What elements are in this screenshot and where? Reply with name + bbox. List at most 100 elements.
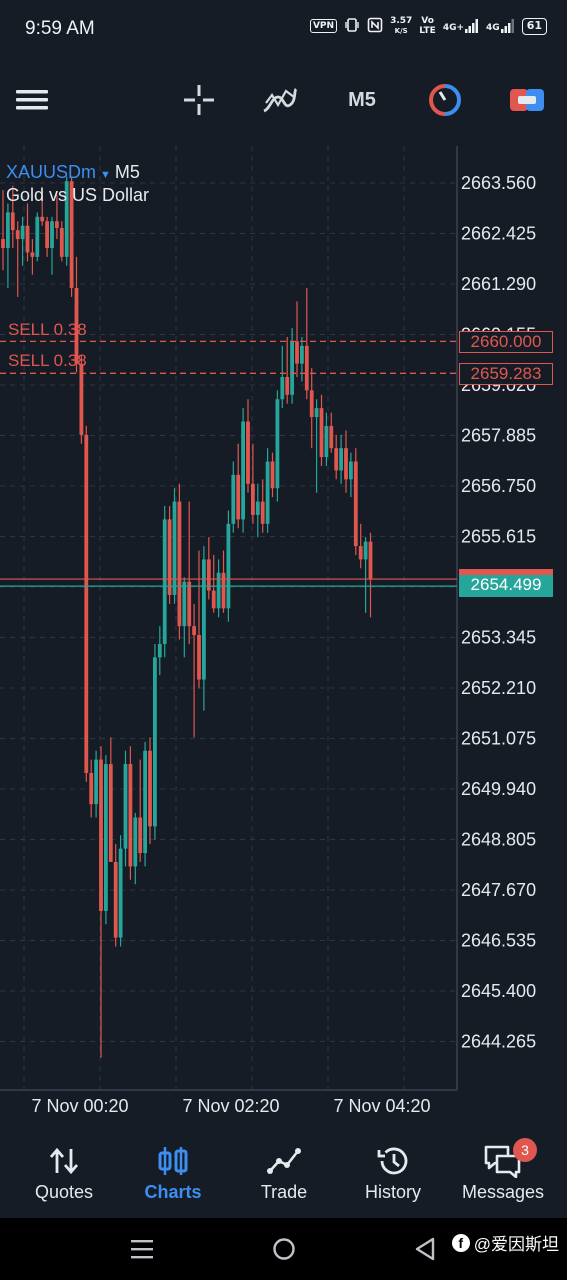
candle-body [167, 519, 172, 596]
nav-trade[interactable]: Trade [229, 1130, 339, 1218]
candle-body [324, 425, 329, 458]
net-speed-unit: K/S [394, 27, 408, 35]
facebook-icon: f [451, 1233, 470, 1252]
candle-body [35, 216, 40, 257]
candle-body [275, 399, 280, 489]
candle-body [10, 212, 15, 231]
price-chart[interactable]: 2663.5602662.4252661.2902660.1552659.020… [0, 146, 567, 1130]
nav-quotes[interactable]: Quotes [9, 1130, 119, 1218]
vpn-icon: VPN [309, 19, 338, 33]
candle-body [260, 501, 265, 524]
y-axis-label: 2644.265 [461, 1032, 536, 1052]
candle-body [241, 421, 245, 520]
nav-history-icon-wrap [376, 1144, 410, 1178]
y-axis-label: 2652.210 [461, 678, 536, 698]
y-axis-label: 2655.615 [461, 527, 536, 547]
trade-panel-button[interactable] [508, 80, 546, 120]
nav-messages[interactable]: 3 Messages [448, 1130, 558, 1218]
candle-body [363, 541, 368, 560]
y-axis-label: 2657.885 [461, 426, 536, 446]
candle-body [59, 227, 64, 257]
candle-body [89, 772, 94, 805]
candle-body [368, 541, 373, 579]
candle-body [148, 750, 152, 827]
candle-body [113, 861, 118, 938]
candle-body [202, 559, 206, 680]
candle-body [25, 225, 30, 253]
candle-body [50, 221, 54, 248]
watermark-text: @爱因斯坦 [473, 1235, 559, 1254]
chart-toolbar: M5 [0, 58, 567, 146]
candle-body [197, 635, 201, 680]
status-bar: 9:59 AM VPN 3.57 K/S Vo LTE 4G+ 4G 61 [0, 0, 567, 58]
candle-body [300, 345, 304, 364]
candle-body [295, 341, 299, 364]
nav-label: Quotes [34, 1182, 94, 1202]
chart-symbol-header[interactable]: XAUUSDm ▼ M5 [6, 162, 140, 183]
back-button[interactable] [414, 1237, 436, 1266]
candle-body [177, 501, 182, 627]
candle-body [99, 759, 103, 911]
chart-symbol[interactable]: XAUUSDm [6, 162, 97, 182]
status-time: 9:59 AM [25, 18, 95, 39]
candle-body [280, 376, 285, 400]
crosshair-button[interactable] [180, 80, 218, 120]
candle-body [104, 764, 108, 911]
order-line-label[interactable]: SELL 0.38 [8, 320, 87, 339]
candle-body [133, 817, 138, 867]
y-axis-label: 2656.750 [461, 476, 536, 496]
trade-icon [267, 1148, 301, 1174]
volte-top: Vo [421, 16, 434, 26]
candle-body [285, 376, 290, 395]
one-click-trading-button[interactable] [426, 80, 464, 120]
candle-body [211, 590, 216, 609]
candle-body [172, 501, 177, 596]
candle-body [192, 626, 196, 636]
menu-button[interactable] [14, 80, 50, 120]
nav-label: Messages [461, 1182, 545, 1202]
order-price-tag: 2659.283 [459, 363, 553, 385]
nav-label: Trade [260, 1182, 308, 1202]
charts-icon [158, 1147, 188, 1175]
messages-badge: 3 [513, 1138, 537, 1162]
home-button[interactable] [272, 1237, 296, 1266]
bottom-navigation: Quotes Charts Trade History 3 Messages [0, 1130, 567, 1218]
y-axis-label: 2662.425 [461, 224, 536, 244]
crosshair-icon [184, 85, 214, 115]
nav-trade-icon-wrap [267, 1144, 301, 1178]
candle-body [344, 448, 348, 480]
network-label-2: 4G [486, 23, 500, 33]
timeframe-button[interactable]: M5 [340, 80, 384, 120]
net-speed: 3.57 K/S [390, 16, 412, 36]
recents-button[interactable] [130, 1238, 154, 1265]
candlestick-chart[interactable]: 2663.5602662.4252661.2902660.1552659.020… [0, 146, 567, 1130]
y-axis-label: 2645.400 [461, 981, 536, 1001]
candle-body [309, 390, 314, 418]
nfc-icon [367, 17, 383, 36]
candle-body [138, 817, 143, 854]
candle-body [349, 461, 353, 480]
candle-body [153, 657, 157, 827]
symbol-dropdown-icon[interactable]: ▼ [100, 169, 111, 181]
candle-body [358, 546, 363, 560]
timeframe-label: M5 [348, 88, 376, 111]
status-icons: VPN 3.57 K/S Vo LTE 4G+ 4G 61 [309, 16, 547, 36]
candle-body [265, 461, 270, 524]
signal-2: 4G [486, 19, 515, 33]
ask-price-tag: 2654.499 [459, 575, 553, 597]
order-line-label[interactable]: SELL 0.38 [8, 351, 87, 370]
indicators-button[interactable] [260, 80, 300, 120]
candle-body [226, 523, 231, 609]
candle-body [94, 759, 98, 805]
candle-body [187, 581, 192, 627]
vibrate-icon [344, 17, 360, 36]
candle-body [314, 408, 319, 418]
candle-body [79, 363, 84, 435]
candle-body [118, 848, 123, 938]
candle-body [270, 461, 275, 489]
nav-charts[interactable]: Charts [118, 1130, 228, 1218]
signal-1: 4G+ [443, 19, 479, 33]
x-axis-label: 7 Nov 00:20 [31, 1096, 128, 1116]
candle-body [182, 581, 187, 627]
nav-history[interactable]: History [338, 1130, 448, 1218]
